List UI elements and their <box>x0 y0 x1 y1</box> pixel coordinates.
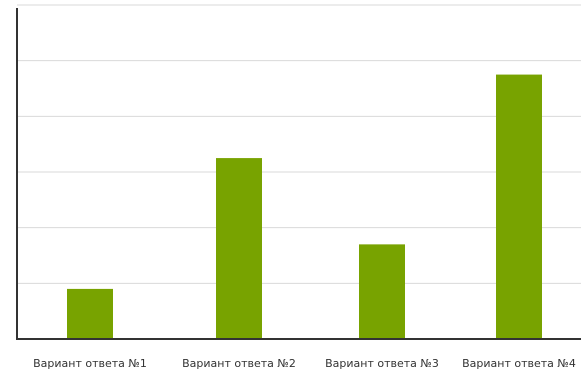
bars <box>67 74 542 339</box>
bar-4 <box>496 74 542 339</box>
x-tick-label-4: Вариант ответа №4 <box>462 357 576 370</box>
x-tick-labels: Вариант ответа №1 Вариант ответа №2 Вариан… <box>33 357 576 370</box>
bar-2 <box>216 158 262 339</box>
x-tick-label-1: Вариант ответа №1 <box>33 357 147 370</box>
axes <box>16 8 581 340</box>
bar-1 <box>67 288 113 339</box>
gridlines <box>17 4 581 284</box>
x-tick-label-3: Вариант ответа №3 <box>325 357 439 370</box>
x-tick-label-2: Вариант ответа №2 <box>182 357 296 370</box>
bar-3 <box>359 244 405 339</box>
